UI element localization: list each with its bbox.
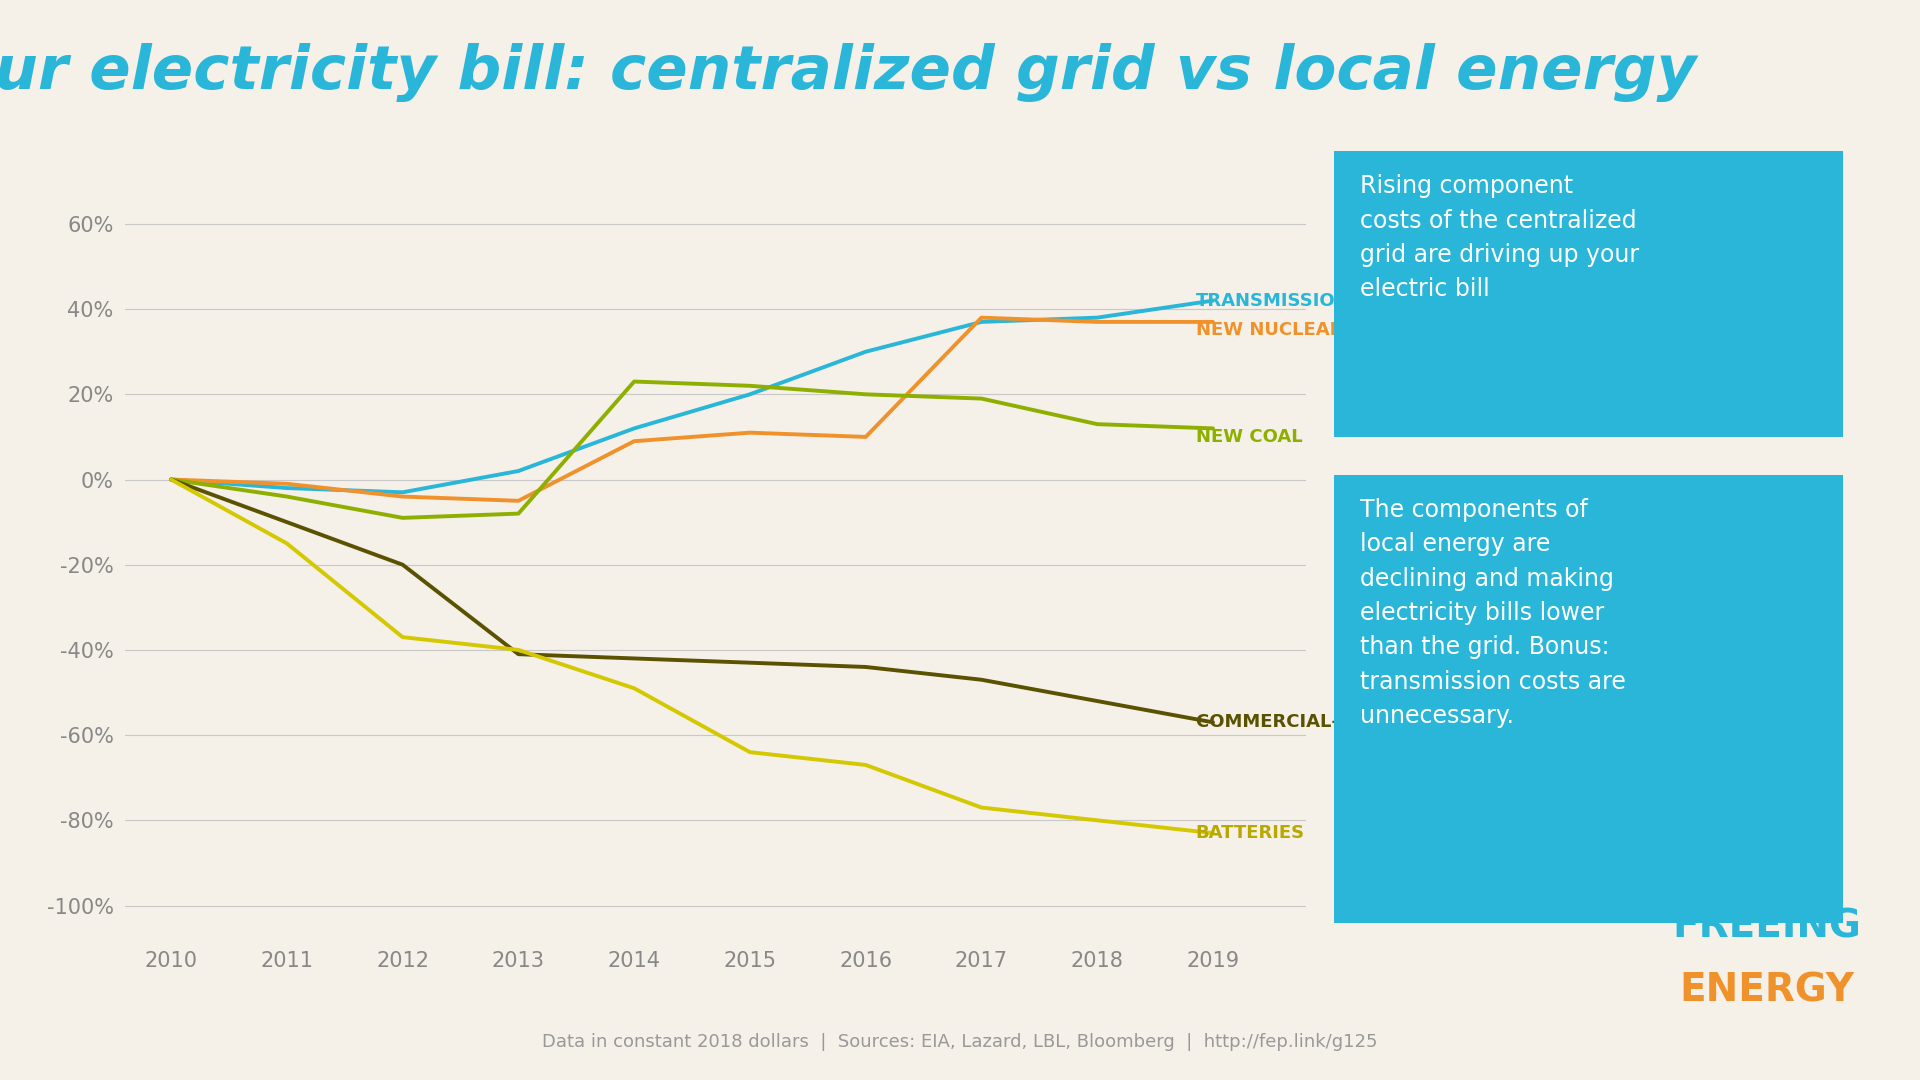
Text: ENERGY: ENERGY (1678, 972, 1855, 1010)
Text: Data in constant 2018 dollars  |  Sources: EIA, Lazard, LBL, Bloomberg  |  http:: Data in constant 2018 dollars | Sources:… (541, 1032, 1379, 1051)
Text: Your electricity bill: centralized grid vs local energy: Your electricity bill: centralized grid … (0, 43, 1697, 103)
Text: COMMERCIAL-SCALE SOLAR: COMMERCIAL-SCALE SOLAR (1196, 713, 1476, 731)
Text: NEW NUCLEAR: NEW NUCLEAR (1196, 322, 1342, 339)
Text: TRANSMISSION: TRANSMISSION (1196, 292, 1350, 310)
Text: FREEING: FREEING (1672, 907, 1860, 945)
Text: Rising component
costs of the centralized
grid are driving up your
electric bill: Rising component costs of the centralize… (1359, 174, 1640, 301)
Text: NEW COAL: NEW COAL (1196, 428, 1302, 446)
Text: BATTERIES: BATTERIES (1196, 824, 1306, 842)
Text: The components of
local energy are
declining and making
electricity bills lower
: The components of local energy are decli… (1359, 498, 1626, 728)
